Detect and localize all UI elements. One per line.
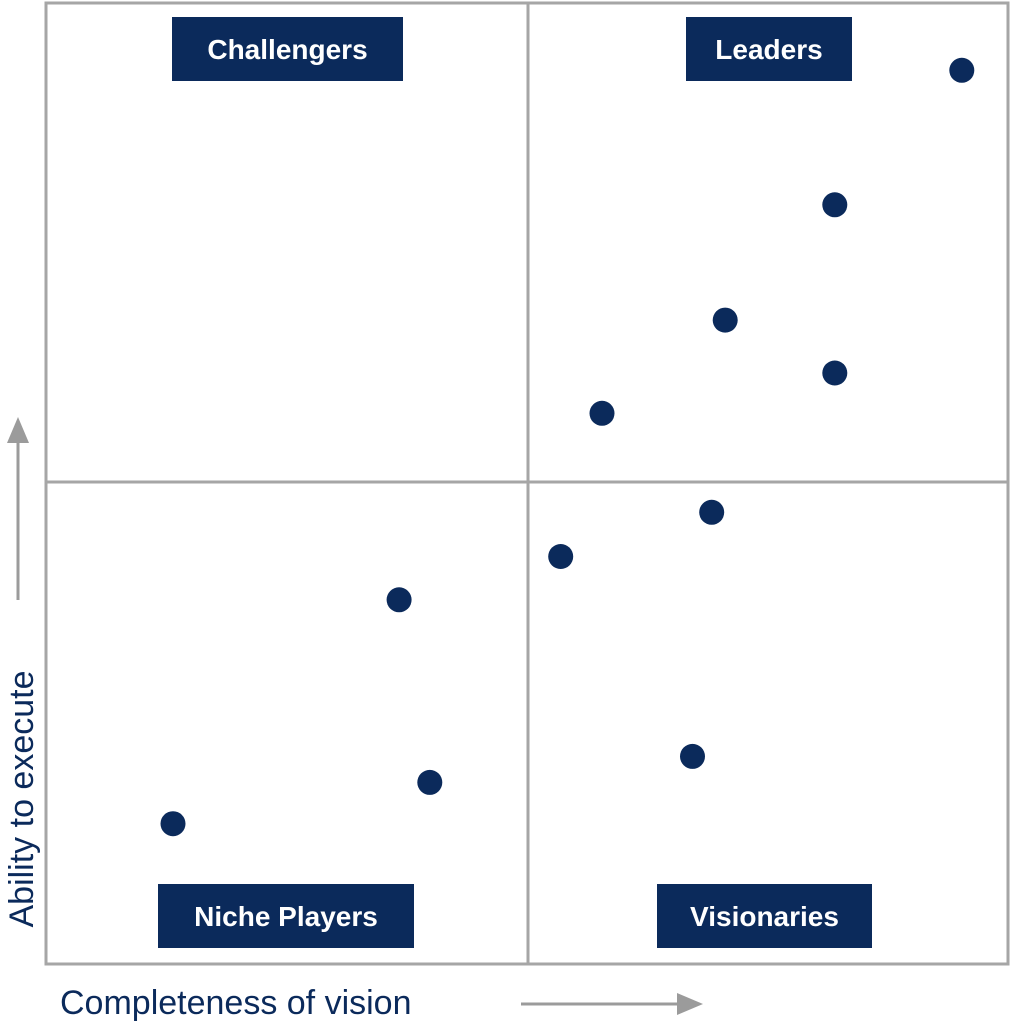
data-point-8 — [386, 587, 412, 613]
data-point-1 — [949, 57, 975, 83]
quadrant-label-visionaries-text: Visionaries — [690, 901, 839, 932]
data-point-4 — [822, 360, 848, 386]
x-axis-arrow — [521, 993, 703, 1015]
quadrant-label-visionaries-box — [657, 884, 872, 948]
y-axis-label: Ability to execute — [3, 670, 41, 927]
y-axis-arrow — [7, 417, 29, 600]
data-point-2 — [822, 192, 848, 218]
quadrant-label-challengers-box — [172, 17, 403, 81]
data-point-3 — [712, 307, 738, 333]
quadrant-label-leaders: Leaders — [686, 17, 852, 81]
quadrant-label-niche-players-box — [158, 884, 414, 948]
x-axis-arrow-head — [677, 993, 703, 1015]
data-point-5 — [589, 400, 615, 426]
quadrant-label-leaders-text: Leaders — [715, 34, 822, 65]
quadrant-label-niche-players: Niche Players — [158, 884, 414, 948]
quadrant-label-leaders-box — [686, 17, 852, 81]
data-point-9 — [680, 743, 705, 769]
data-point-7 — [548, 544, 574, 569]
data-point-11 — [160, 811, 186, 837]
quadrant-label-challengers: Challengers — [172, 17, 403, 81]
data-point-10 — [417, 769, 443, 795]
data-point-6 — [699, 499, 725, 525]
quadrant-label-niche-players-text: Niche Players — [194, 901, 378, 932]
data-points — [160, 57, 975, 837]
quadrant-label-challengers-text: Challengers — [207, 34, 367, 65]
x-axis-label: Completeness of vision — [60, 984, 412, 1022]
quadrant-label-visionaries: Visionaries — [657, 884, 872, 948]
y-axis-arrow-head — [7, 417, 29, 443]
